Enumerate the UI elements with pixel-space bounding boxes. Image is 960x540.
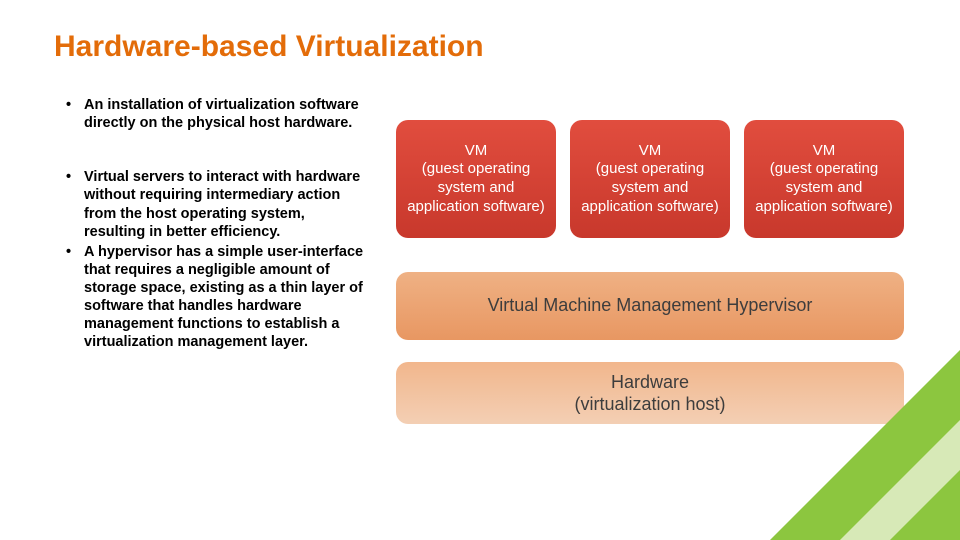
vm-box: VM(guest operating system and applicatio… bbox=[744, 120, 904, 238]
hypervisor-label: Virtual Machine Management Hypervisor bbox=[488, 294, 813, 317]
vm-box: VM(guest operating system and applicatio… bbox=[396, 120, 556, 238]
architecture-diagram: VM(guest operating system and applicatio… bbox=[396, 120, 904, 424]
bullet-dot: • bbox=[66, 168, 84, 241]
vm-row: VM(guest operating system and applicatio… bbox=[396, 120, 904, 238]
list-item: • Virtual servers to interact with hardw… bbox=[66, 168, 366, 241]
bullet-text: An installation of virtualization softwa… bbox=[84, 96, 366, 132]
vm-label: VM(guest operating system and applicatio… bbox=[578, 142, 722, 217]
bullet-text: Virtual servers to interact with hardwar… bbox=[84, 168, 366, 241]
slide-title: Hardware-based Virtualization bbox=[54, 30, 484, 64]
bullet-text: A hypervisor has a simple user-interface… bbox=[84, 243, 366, 352]
vm-box: VM(guest operating system and applicatio… bbox=[570, 120, 730, 238]
hypervisor-box: Virtual Machine Management Hypervisor bbox=[396, 272, 904, 340]
list-item: • A hypervisor has a simple user-interfa… bbox=[66, 243, 366, 352]
vm-label: VM(guest operating system and applicatio… bbox=[752, 142, 896, 217]
list-item: • An installation of virtualization soft… bbox=[66, 96, 366, 132]
bullet-dot: • bbox=[66, 243, 84, 352]
bullet-dot: • bbox=[66, 96, 84, 132]
bullet-list: • An installation of virtualization soft… bbox=[66, 96, 366, 352]
hardware-box: Hardware(virtualization host) bbox=[396, 362, 904, 424]
hardware-label: Hardware(virtualization host) bbox=[574, 371, 725, 416]
vm-label: VM(guest operating system and applicatio… bbox=[404, 142, 548, 217]
